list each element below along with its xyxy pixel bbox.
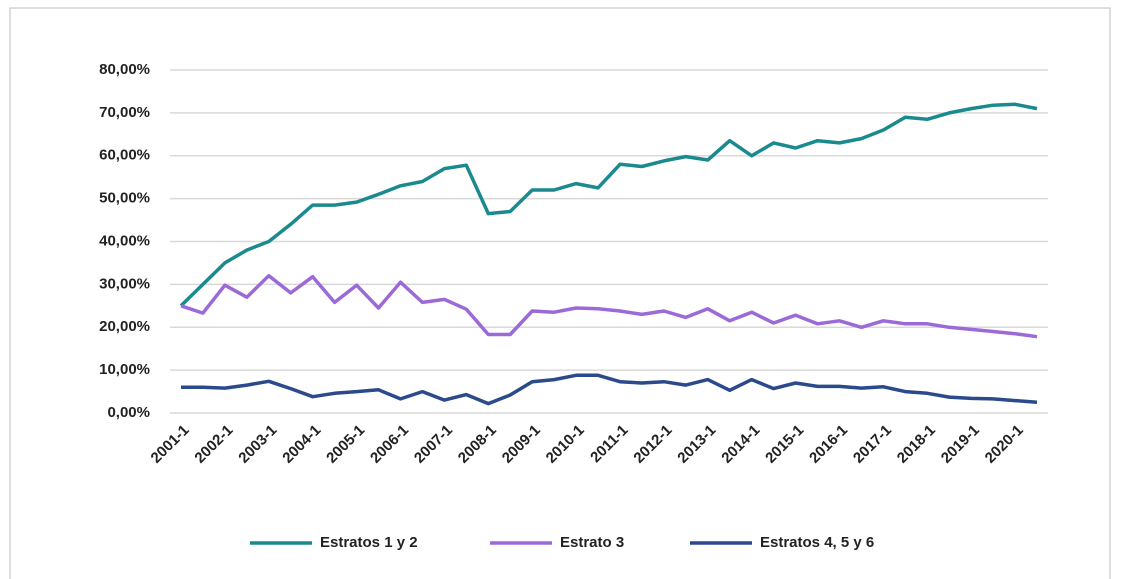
series-line xyxy=(181,373,1038,406)
series-line xyxy=(179,102,1038,308)
chart-frame xyxy=(9,7,1111,579)
legend-label: Estratos 1 y 2 xyxy=(320,534,418,551)
legend-label: Estratos 4, 5 y 6 xyxy=(760,534,874,551)
y-tick-label: 60,00% xyxy=(99,147,150,164)
y-tick-label: 0,00% xyxy=(107,404,150,421)
y-tick-label: 80,00% xyxy=(99,61,150,78)
y-tick-label: 30,00% xyxy=(99,275,150,292)
legend-label: Estrato 3 xyxy=(560,534,624,551)
y-tick-label: 10,00% xyxy=(99,361,150,378)
y-tick-label: 20,00% xyxy=(99,318,150,335)
y-tick-label: 70,00% xyxy=(99,104,150,121)
y-tick-label: 50,00% xyxy=(99,190,150,207)
series-line xyxy=(180,274,1038,339)
y-tick-label: 40,00% xyxy=(99,232,150,249)
